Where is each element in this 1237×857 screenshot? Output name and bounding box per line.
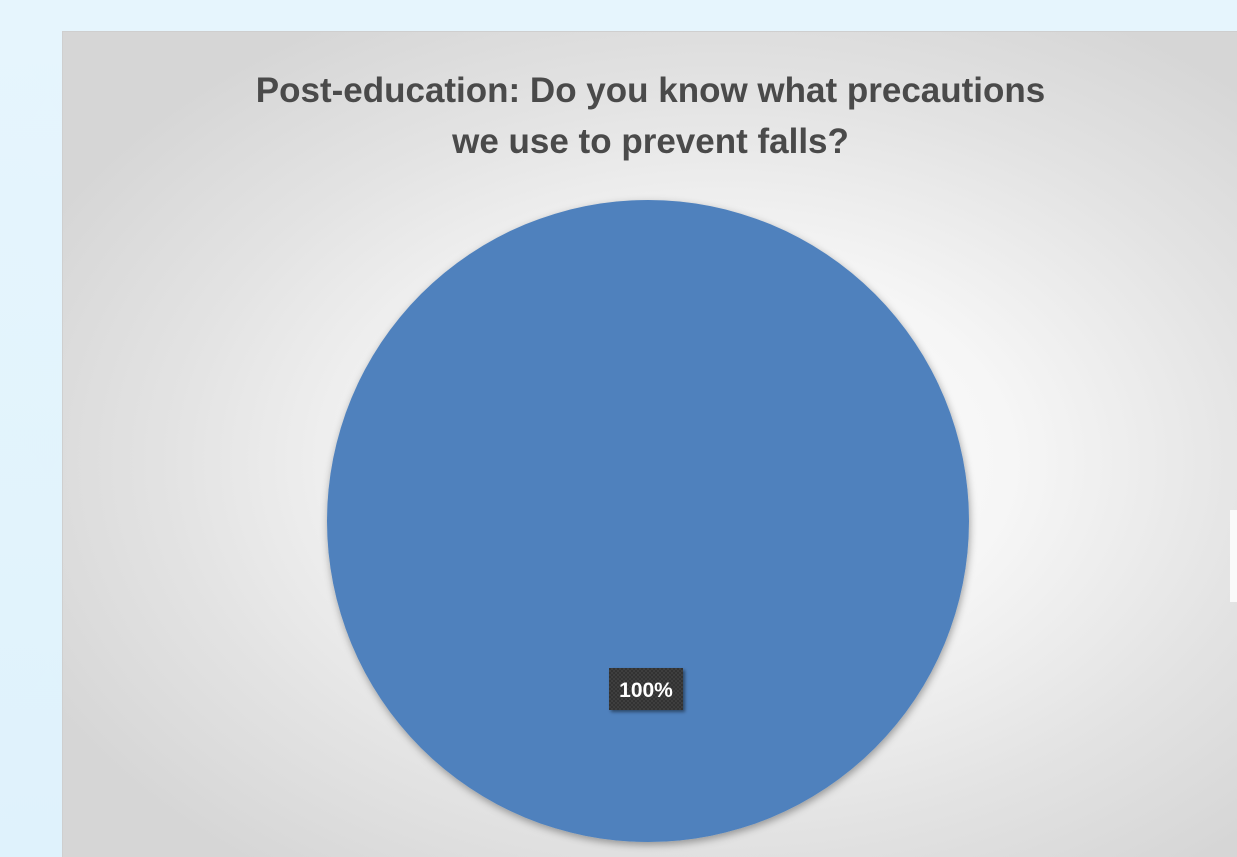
chart-title: Post-education: Do you know what precaut… [63, 65, 1237, 167]
pie-slices [327, 200, 969, 842]
pie-data-label: 100% [609, 668, 683, 710]
pie-slice [327, 200, 969, 842]
data-label-text: 100% [619, 679, 673, 702]
pie-chart: 100% [327, 200, 969, 842]
data-label-box [609, 668, 683, 710]
chart-area: Post-education: Do you know what precaut… [62, 31, 1237, 857]
pie-data-labels: 100% [609, 668, 683, 710]
chart-title-line-2: we use to prevent falls? [452, 122, 849, 161]
right-edge-highlight [1230, 510, 1237, 602]
chart-title-line-1: Post-education: Do you know what precaut… [255, 71, 1046, 110]
